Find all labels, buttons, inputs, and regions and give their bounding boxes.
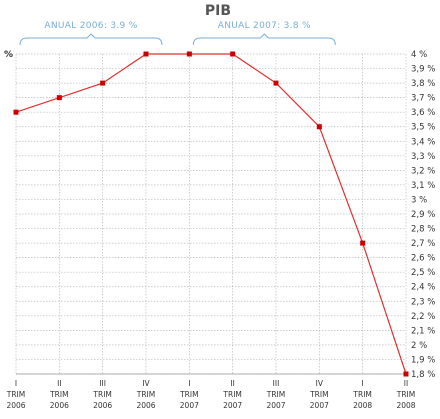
data-point bbox=[100, 80, 106, 86]
data-point bbox=[316, 124, 322, 130]
x-tick-label: TRIM bbox=[222, 390, 241, 399]
y-tick-label: 1,9 % bbox=[411, 355, 435, 365]
y-tick-label: 1,8 % bbox=[411, 370, 435, 380]
y-tick-label: 2,7 % bbox=[411, 239, 435, 249]
x-tick-label: 2006 bbox=[6, 401, 25, 410]
x-tick-label: IV bbox=[142, 379, 150, 388]
y-tick-label: 4 % bbox=[411, 50, 427, 60]
y-tick-label: 3,5 % bbox=[411, 123, 435, 133]
y-tick-labels: 4 % 3,9 % 3,8 % 3,7 % 3,6 % 3,5 % 3,4 % 3,3 % 3,… bbox=[411, 50, 435, 380]
data-point bbox=[230, 51, 236, 57]
annual-bracket bbox=[192, 33, 336, 46]
y-tick-label: 2,8 % bbox=[411, 225, 435, 235]
data-point bbox=[360, 240, 366, 246]
x-tick-labels: ITRIM2006IITRIM2006IIITRIM2006IVTRIM2006… bbox=[6, 379, 416, 410]
y-axis-unit-label: % bbox=[4, 50, 13, 60]
series-pib bbox=[13, 51, 409, 377]
data-point bbox=[56, 95, 62, 101]
annual-bracket bbox=[19, 33, 163, 46]
x-tick-label: 2006 bbox=[50, 401, 69, 410]
x-tick-label: II bbox=[230, 379, 234, 388]
x-tick-label: IV bbox=[316, 379, 324, 388]
data-point bbox=[273, 80, 279, 86]
x-tick-label: I bbox=[15, 379, 17, 388]
y-tick-label: 2,6 % bbox=[411, 254, 435, 264]
x-tick-label: II bbox=[404, 379, 408, 388]
y-tick-label: 3,6 % bbox=[411, 108, 435, 118]
x-tick-label: 2008 bbox=[396, 401, 415, 410]
y-tick-label: 2 % bbox=[411, 341, 427, 351]
x-tick-label: 2007 bbox=[310, 401, 329, 410]
y-tick-label: 3,9 % bbox=[411, 65, 435, 75]
x-tick-label: 2006 bbox=[93, 401, 112, 410]
x-tick-label: I bbox=[188, 379, 190, 388]
x-tick-label: III bbox=[99, 379, 106, 388]
data-point bbox=[403, 371, 409, 377]
x-tick-label: TRIM bbox=[92, 390, 111, 399]
y-tick-label: 2,4 % bbox=[411, 283, 435, 293]
y-tick-label: 3,2 % bbox=[411, 166, 435, 176]
y-tick-label: 2,5 % bbox=[411, 268, 435, 278]
annual-annotation-label: ANUAL 2006: 3.9 % bbox=[44, 21, 137, 31]
series-line bbox=[15, 53, 407, 375]
x-tick-label: TRIM bbox=[6, 390, 25, 399]
x-tick-label: 2007 bbox=[180, 401, 199, 410]
y-tick-label: 3,4 % bbox=[411, 137, 435, 147]
y-tick-label: 2,9 % bbox=[411, 210, 435, 220]
y-tick-label: 3,8 % bbox=[411, 79, 435, 89]
y-tick-label: 3,3 % bbox=[411, 152, 435, 162]
y-tick-label: 2,2 % bbox=[411, 312, 435, 322]
y-tick-label: 3 % bbox=[411, 195, 427, 205]
y-tick-label: 2,1 % bbox=[411, 326, 435, 336]
x-tick-label: 2008 bbox=[353, 401, 372, 410]
x-tick-label: TRIM bbox=[309, 390, 328, 399]
data-point bbox=[186, 51, 192, 57]
x-tick-label: II bbox=[57, 379, 61, 388]
chart-title: PIB bbox=[205, 3, 231, 19]
y-tick-label: 3,7 % bbox=[411, 94, 435, 104]
y-tick-label: 3,1 % bbox=[411, 181, 435, 191]
x-tick-label: TRIM bbox=[136, 390, 155, 399]
x-tick-label: I bbox=[362, 379, 364, 388]
x-tick-label: TRIM bbox=[49, 390, 68, 399]
data-point bbox=[143, 51, 149, 57]
x-tick-label: 2007 bbox=[266, 401, 285, 410]
x-tick-label: TRIM bbox=[179, 390, 198, 399]
x-tick-label: 2006 bbox=[136, 401, 155, 410]
annual-annotation-label: ANUAL 2007: 3.8 % bbox=[218, 21, 311, 31]
x-tick-label: III bbox=[273, 379, 280, 388]
y-tick-label: 2,3 % bbox=[411, 297, 435, 307]
annual-annotations: ANUAL 2006: 3.9 % ANUAL 2007: 3.8 % bbox=[19, 21, 336, 46]
x-tick-label: TRIM bbox=[396, 390, 415, 399]
x-tick-label: TRIM bbox=[266, 390, 285, 399]
data-point bbox=[13, 109, 19, 115]
grid-lines bbox=[15, 53, 407, 375]
x-tick-label: TRIM bbox=[352, 390, 371, 399]
x-tick-label: 2007 bbox=[223, 401, 242, 410]
